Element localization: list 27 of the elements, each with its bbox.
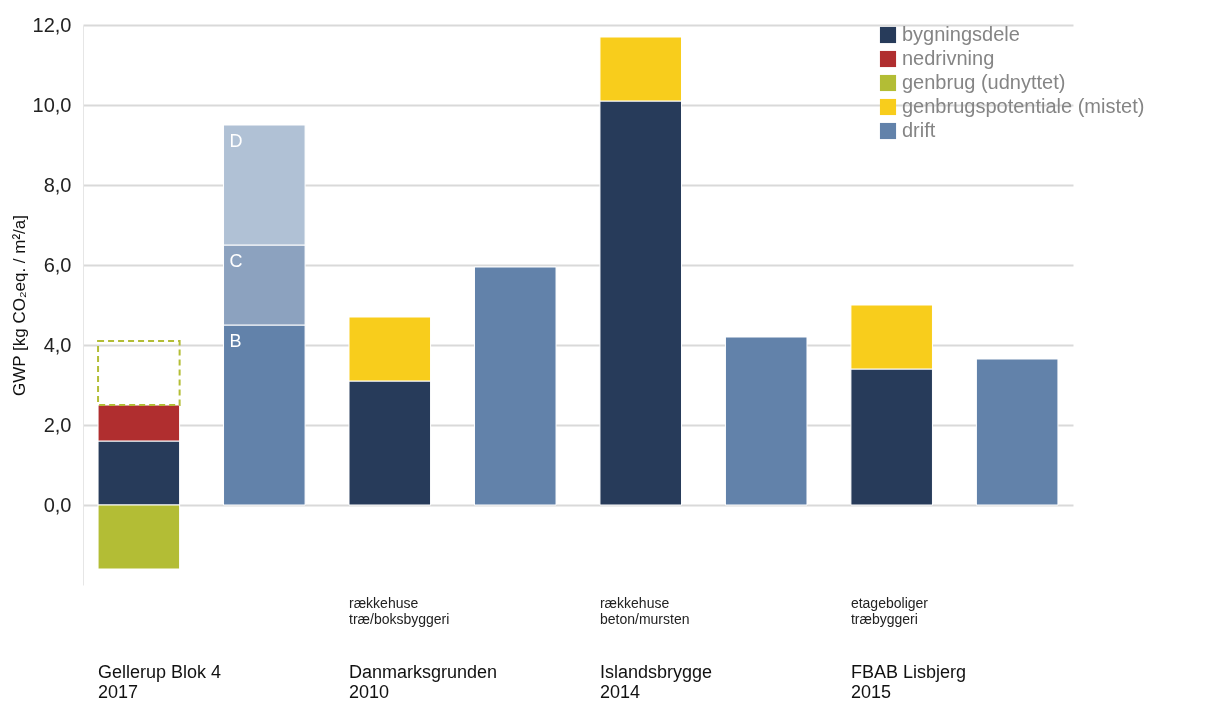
y-tick-label: 0,0	[43, 493, 72, 516]
text: rækkehuse beton/mursten	[599, 595, 690, 627]
legend-label: nedrivning	[902, 47, 995, 69]
bar	[473, 266, 557, 506]
bar	[724, 336, 808, 506]
y-tick-label: 4,0	[43, 333, 72, 356]
x-tick-label: Islandsbrygge 2014	[599, 661, 713, 702]
x-tick-label: Danmarksgrunden 2010	[349, 661, 498, 702]
text: rækkehuse træ/boksbyggeri	[349, 595, 450, 627]
y-tick-label: 2,0	[43, 413, 72, 436]
legend-label: bygningsdele	[902, 23, 1020, 45]
bar	[97, 340, 181, 406]
x-tick-label: Gellerup Blok 4 2017	[98, 661, 222, 702]
y-tick-label: 12,0	[32, 13, 72, 36]
legend-label: drift	[902, 119, 936, 141]
data-label: D	[229, 131, 243, 151]
data-label: C	[229, 251, 243, 271]
text: etageboliger træbyggeri	[850, 595, 929, 627]
legend-label: genbrugspotentiale (mistet)	[902, 95, 1145, 117]
y-axis-title: GWP [kg CO₂eq. / m²/a]	[9, 214, 29, 397]
y-tick-label: 8,0	[43, 173, 72, 196]
y-tick-label: 6,0	[43, 253, 72, 276]
bar	[975, 358, 1059, 506]
x-tick-label: FBAB Lisbjerg 2015	[850, 661, 966, 702]
y-tick-label: 10,0	[32, 93, 72, 116]
data-label: B	[229, 331, 242, 351]
legend-label: genbrug (udnyttet)	[902, 71, 1066, 93]
